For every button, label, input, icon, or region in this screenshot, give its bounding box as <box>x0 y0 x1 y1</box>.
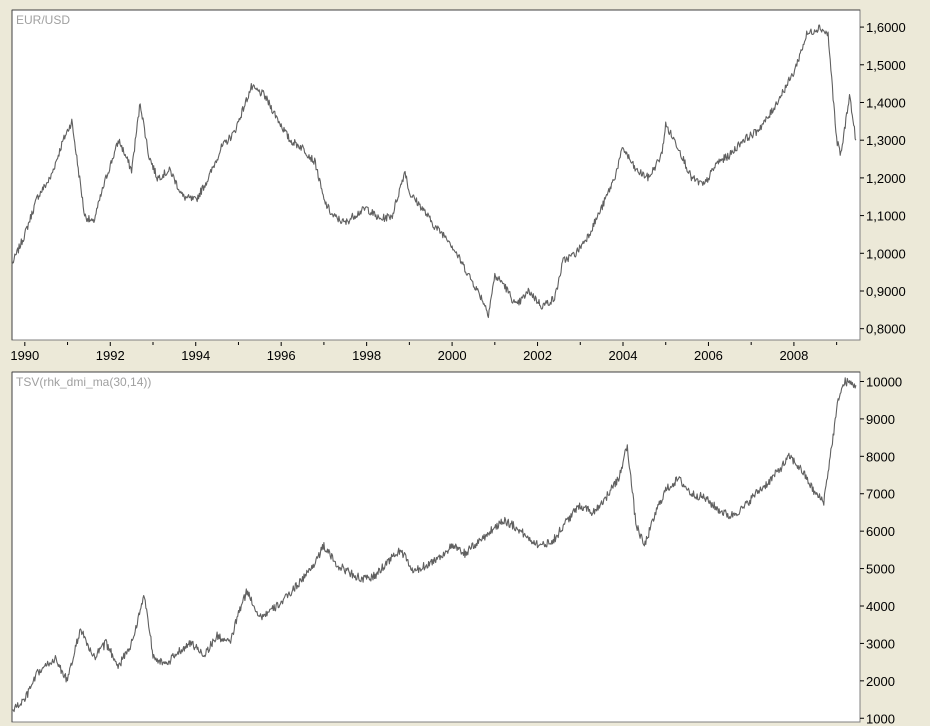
tsv-y-tick-label: 4000 <box>866 599 895 614</box>
tsv-panel: TSV(rhk_dmi_ma(30,14)) 1000 2000 3000 4000 5… <box>11 371 902 726</box>
tsv-y-tick-label: 5000 <box>866 562 895 577</box>
eurusd-x-tick-label: 1990 <box>10 348 39 363</box>
tsv-plot-area <box>12 372 860 722</box>
tsv-panel-title: TSV(rhk_dmi_ma(30,14)) <box>16 375 151 389</box>
eurusd-panel-title: EUR/USD <box>16 13 70 27</box>
eurusd-x-tick-label: 2006 <box>694 348 723 363</box>
eurusd-y-tick-label: 1,4000 <box>866 95 906 110</box>
tsv-series-line <box>11 377 857 713</box>
eurusd-x-tick-label: 2000 <box>438 348 467 363</box>
eurusd-panel: EUR/USD 0,8000 0,9000 1,0000 1,1000 1,2000 1,… <box>10 9 906 363</box>
eurusd-y-tick-label: 1,5000 <box>866 58 906 73</box>
tsv-y-tick-label: 7000 <box>866 487 895 502</box>
eurusd-y-tick-label: 1,6000 <box>866 20 906 35</box>
eurusd-plot-area <box>12 10 860 340</box>
tsv-y-tick-label: 8000 <box>866 449 895 464</box>
eurusd-y-tick-label: 1,0000 <box>866 246 906 261</box>
eurusd-y-tick-label: 1,1000 <box>866 209 906 224</box>
eurusd-series-line <box>11 24 857 319</box>
eurusd-x-tick-label: 1992 <box>96 348 125 363</box>
tsv-y-tick-label: 6000 <box>866 524 895 539</box>
eurusd-x-tick-label: 2004 <box>609 348 638 363</box>
tsv-y-tick-label: 10000 <box>866 374 902 389</box>
tsv-y-tick-label: 1000 <box>866 711 895 726</box>
tsv-y-tick-label: 2000 <box>866 674 895 689</box>
eurusd-y-tick-label: 1,3000 <box>866 133 906 148</box>
tsv-y-axis: 1000 2000 3000 4000 5000 6000 7000 8000 9000 1000… <box>860 374 902 726</box>
eurusd-y-axis: 0,8000 0,9000 1,0000 1,1000 1,2000 1,3000 1,40… <box>860 20 906 337</box>
tsv-y-tick-label: 3000 <box>866 636 895 651</box>
eurusd-x-tick-label: 1996 <box>267 348 296 363</box>
eurusd-y-tick-label: 0,9000 <box>866 284 906 299</box>
eurusd-x-tick-label: 1994 <box>181 348 210 363</box>
eurusd-x-axis: 1990 1992 1994 1996 1998 2000 2002 2004 2006 2008 <box>10 342 838 363</box>
eurusd-y-tick-label: 0,8000 <box>866 322 906 337</box>
eurusd-y-tick-label: 1,2000 <box>866 171 906 186</box>
eurusd-x-tick-label: 2008 <box>779 348 808 363</box>
eurusd-x-tick-label: 2002 <box>523 348 552 363</box>
tsv-y-tick-label: 9000 <box>866 412 895 427</box>
eurusd-x-tick-label: 1998 <box>352 348 381 363</box>
